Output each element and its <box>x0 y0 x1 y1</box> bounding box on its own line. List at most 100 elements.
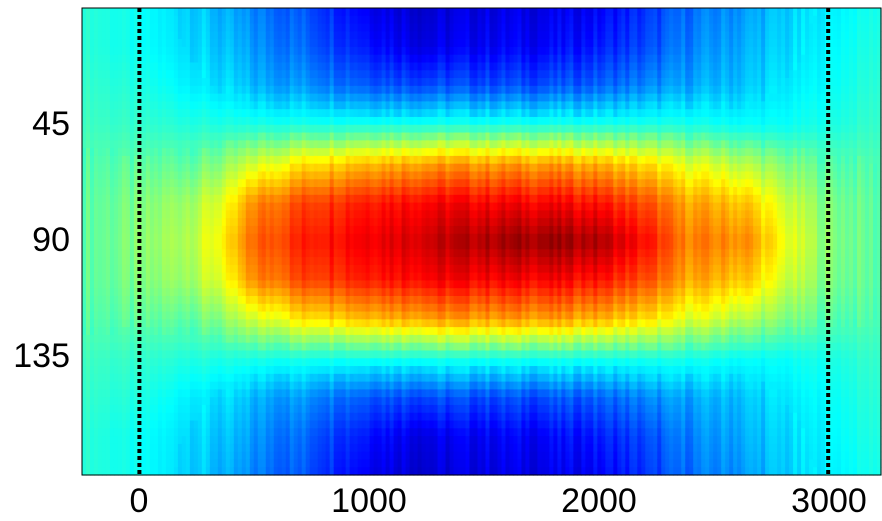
heatmap-cell <box>349 404 355 414</box>
heatmap-cell <box>129 218 135 227</box>
heatmap-cell <box>409 171 415 180</box>
heatmap-cell <box>209 295 215 305</box>
heatmap-cell <box>141 350 147 359</box>
heatmap-cell <box>141 179 147 188</box>
heatmap-cell <box>353 334 359 344</box>
heatmap-cell <box>241 257 247 266</box>
heatmap-cell <box>385 366 391 375</box>
heatmap-cell <box>169 257 175 266</box>
heatmap-cell <box>113 311 119 320</box>
heatmap-cell <box>377 428 383 437</box>
heatmap-cell <box>193 467 199 476</box>
heatmap-cell <box>97 187 103 196</box>
heatmap-cell <box>225 148 231 157</box>
heatmap-cell <box>293 155 299 165</box>
heatmap-cell <box>161 257 167 266</box>
heatmap-cell <box>105 225 111 235</box>
heatmap-cell <box>405 443 411 453</box>
heatmap-cell <box>169 319 175 328</box>
heatmap-cell <box>225 124 231 134</box>
heatmap-cell <box>381 288 387 297</box>
heatmap-cell <box>125 288 131 297</box>
heatmap-cell <box>325 342 331 352</box>
heatmap-cell <box>381 163 387 173</box>
heatmap-cell <box>153 225 159 235</box>
heatmap-cell <box>229 381 235 390</box>
heatmap-cell <box>357 319 363 328</box>
heatmap-cell <box>389 280 395 289</box>
heatmap-cell <box>129 280 135 289</box>
heatmap-cell <box>329 78 335 87</box>
heatmap-cell <box>317 93 323 102</box>
heatmap-cell <box>309 8 315 17</box>
heatmap-cell <box>377 23 383 32</box>
heatmap-cell <box>409 288 415 297</box>
heatmap-cell <box>413 78 419 87</box>
heatmap-cell <box>249 288 255 297</box>
heatmap-cell <box>381 54 387 64</box>
heatmap-cell <box>325 288 331 297</box>
heatmap-cell <box>309 319 315 328</box>
heatmap-cell <box>285 381 291 390</box>
heatmap-cell <box>153 366 159 375</box>
heatmap-cell <box>325 62 331 71</box>
heatmap-cell <box>105 85 111 95</box>
heatmap-cell <box>245 210 251 219</box>
heatmap-cell <box>373 342 379 352</box>
heatmap-cell <box>377 249 383 258</box>
heatmap-cell <box>385 381 391 390</box>
heatmap-cell <box>345 280 351 289</box>
heatmap-cell <box>197 155 203 165</box>
heatmap-cell <box>329 264 335 274</box>
heatmap-cell <box>82 202 87 211</box>
heatmap-cell <box>341 78 347 87</box>
heatmap-cell <box>337 202 343 211</box>
heatmap-cell <box>101 272 107 282</box>
heatmap-cell <box>129 404 135 414</box>
heatmap-cell <box>185 467 191 476</box>
heatmap-cell <box>365 148 371 157</box>
heatmap-cell <box>169 78 175 87</box>
heatmap-cell <box>265 23 271 32</box>
heatmap-cell <box>337 272 343 282</box>
heatmap-cell <box>257 179 263 188</box>
heatmap-cell <box>369 342 375 352</box>
heatmap-cell <box>337 8 343 17</box>
heatmap-cell <box>265 389 271 398</box>
heatmap-cell <box>369 272 375 282</box>
heatmap-cell <box>101 257 107 266</box>
heatmap-cell <box>333 187 339 196</box>
heatmap-cell <box>129 78 135 87</box>
heatmap-cell <box>289 194 295 204</box>
heatmap-cell <box>197 241 203 250</box>
heatmap-cell <box>86 15 91 25</box>
heatmap-cell <box>333 233 339 243</box>
heatmap-cell <box>133 218 139 227</box>
heatmap-cell <box>229 397 235 406</box>
heatmap-cell <box>221 350 227 359</box>
heatmap-cell <box>257 350 263 359</box>
heatmap-cell <box>349 319 355 328</box>
heatmap-cell <box>249 46 255 56</box>
heatmap-cell <box>109 233 115 243</box>
heatmap-cell <box>333 85 339 95</box>
heatmap-cell <box>205 412 211 422</box>
heatmap-cell <box>273 109 279 118</box>
heatmap-cell <box>229 303 235 313</box>
heatmap-cell <box>213 358 219 367</box>
heatmap-cell <box>117 225 123 235</box>
heatmap-cell <box>209 319 215 328</box>
heatmap-cell <box>193 381 199 390</box>
heatmap-cell <box>269 311 275 320</box>
heatmap-cell <box>237 85 243 95</box>
heatmap-cell <box>269 225 275 235</box>
heatmap-cell <box>297 327 303 336</box>
heatmap-cell <box>101 78 107 87</box>
heatmap-cell <box>137 15 143 25</box>
heatmap-cell <box>385 397 391 406</box>
heatmap-cell <box>273 303 279 313</box>
heatmap-cell <box>321 241 327 250</box>
heatmap-cell <box>133 381 139 390</box>
heatmap-cell <box>181 373 187 383</box>
heatmap-cell <box>213 46 219 56</box>
